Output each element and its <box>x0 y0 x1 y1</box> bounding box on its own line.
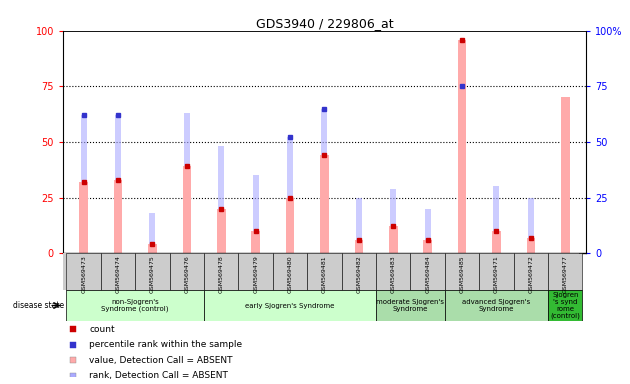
Text: Sjogren
's synd
rome
(control): Sjogren 's synd rome (control) <box>551 292 580 319</box>
Bar <box>445 290 548 321</box>
Bar <box>238 253 273 290</box>
Text: early Sjogren's Syndrome: early Sjogren's Syndrome <box>245 303 335 308</box>
Bar <box>183 166 191 253</box>
Bar <box>184 113 190 253</box>
Text: percentile rank within the sample: percentile rank within the sample <box>89 340 243 349</box>
Bar <box>287 137 293 253</box>
Text: GSM569483: GSM569483 <box>391 255 396 293</box>
Bar <box>479 253 513 290</box>
Text: rank, Detection Call = ABSENT: rank, Detection Call = ABSENT <box>89 371 228 380</box>
Bar <box>286 197 294 253</box>
Text: GSM569477: GSM569477 <box>563 255 568 293</box>
Text: advanced Sjogren's
Syndrome: advanced Sjogren's Syndrome <box>462 299 530 312</box>
Text: moderate Sjogren's
Syndrome: moderate Sjogren's Syndrome <box>377 299 444 312</box>
Text: non-Sjogren's
Syndrome (control): non-Sjogren's Syndrome (control) <box>101 299 169 312</box>
Bar <box>204 253 238 290</box>
Bar <box>169 253 204 290</box>
Bar <box>492 231 501 253</box>
Bar <box>493 187 500 253</box>
Bar <box>66 290 204 321</box>
Bar <box>355 240 363 253</box>
Bar <box>459 86 465 253</box>
Bar <box>273 253 307 290</box>
Bar <box>341 253 376 290</box>
Text: GSM569472: GSM569472 <box>529 255 534 293</box>
Bar <box>148 244 157 253</box>
Text: GSM569474: GSM569474 <box>115 255 120 293</box>
Bar <box>101 253 135 290</box>
Text: GSM569475: GSM569475 <box>150 255 155 293</box>
Bar <box>376 253 411 290</box>
Bar <box>445 253 479 290</box>
Bar <box>356 197 362 253</box>
Text: GSM569478: GSM569478 <box>219 255 224 293</box>
Bar <box>79 182 88 253</box>
Text: GSM569482: GSM569482 <box>357 255 362 293</box>
Bar <box>114 180 122 253</box>
Bar <box>307 253 341 290</box>
Bar <box>562 98 568 253</box>
Bar <box>63 253 579 290</box>
Bar <box>513 253 548 290</box>
Bar <box>390 189 396 253</box>
Bar <box>135 253 169 290</box>
Bar <box>423 240 432 253</box>
Bar <box>561 98 570 253</box>
Bar <box>389 227 398 253</box>
Text: disease state: disease state <box>13 301 64 310</box>
Bar <box>149 213 156 253</box>
Bar <box>548 253 583 290</box>
Text: GSM569480: GSM569480 <box>287 255 292 293</box>
Bar <box>548 290 583 321</box>
Text: count: count <box>89 324 115 334</box>
Bar <box>251 231 260 253</box>
Text: GSM569476: GSM569476 <box>185 255 190 293</box>
Bar <box>321 109 328 253</box>
Text: GSM569484: GSM569484 <box>425 255 430 293</box>
Bar <box>204 290 376 321</box>
Title: GDS3940 / 229806_at: GDS3940 / 229806_at <box>256 17 393 30</box>
Text: GSM569485: GSM569485 <box>459 255 464 293</box>
Bar <box>253 175 259 253</box>
Bar <box>115 115 121 253</box>
Bar <box>320 155 329 253</box>
Bar <box>527 238 535 253</box>
Bar <box>528 197 534 253</box>
Bar <box>376 290 445 321</box>
Bar <box>217 209 226 253</box>
Bar <box>411 253 445 290</box>
Text: value, Detection Call = ABSENT: value, Detection Call = ABSENT <box>89 356 232 365</box>
Bar <box>458 40 466 253</box>
Bar <box>66 253 101 290</box>
Bar <box>218 146 224 253</box>
Text: GSM569481: GSM569481 <box>322 255 327 293</box>
Text: GSM569471: GSM569471 <box>494 255 499 293</box>
Text: GSM569479: GSM569479 <box>253 255 258 293</box>
Bar <box>425 209 431 253</box>
Text: GSM569473: GSM569473 <box>81 255 86 293</box>
Bar <box>81 115 87 253</box>
